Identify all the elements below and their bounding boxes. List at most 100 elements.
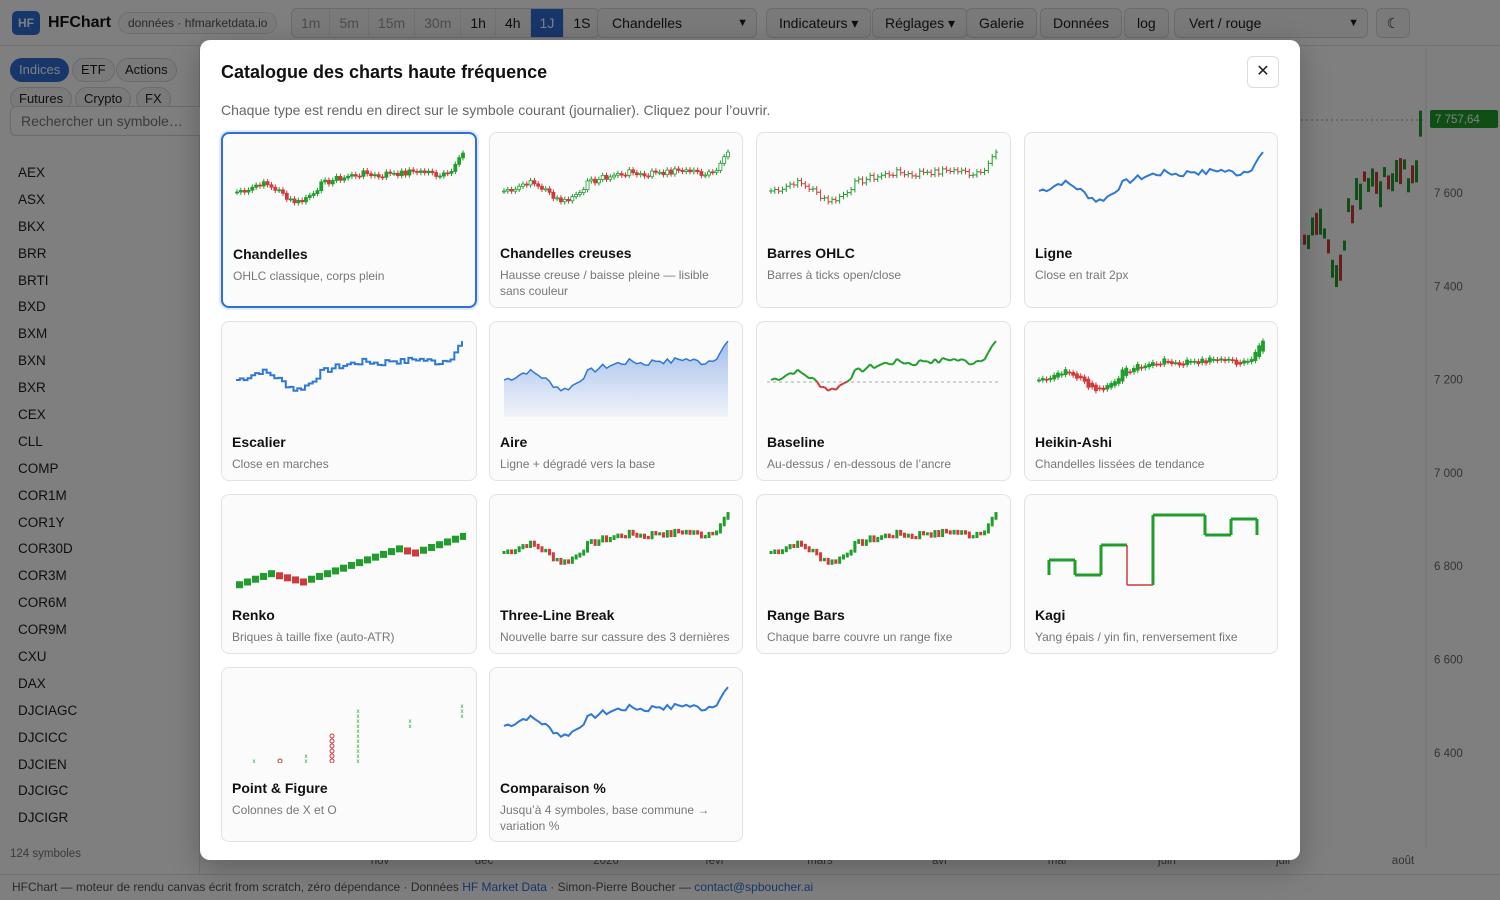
mini-line-segment — [964, 359, 971, 366]
mini-candle — [566, 198, 571, 202]
mini-candle — [1139, 366, 1144, 369]
mini-bar — [986, 523, 990, 534]
mini-candle — [1257, 345, 1262, 357]
mini-candle — [722, 156, 727, 164]
mini-candle — [353, 174, 358, 177]
mini-candle — [619, 173, 624, 176]
mini-line-segment — [781, 374, 787, 379]
mini-bar — [864, 539, 868, 546]
mini-candle — [418, 170, 423, 173]
chart-type-card-renko[interactable]: Renko Briques à taille fixe (auto-ATR) — [221, 494, 477, 654]
card-preview-hollow — [502, 149, 730, 205]
mini-bar — [948, 530, 952, 535]
pnf-x-mark: x — [357, 724, 360, 730]
mini-candle — [307, 195, 312, 198]
renko-brick — [420, 546, 427, 554]
mini-line-segment — [858, 367, 864, 373]
close-button[interactable]: ✕ — [1247, 56, 1279, 88]
mini-candle — [551, 191, 556, 199]
card-preview-compare — [503, 686, 729, 739]
mini-bar — [784, 546, 788, 553]
mini-candle — [238, 190, 243, 193]
mini-candle — [1059, 373, 1064, 376]
mini-candle — [578, 192, 582, 195]
mini-candle — [1192, 360, 1197, 363]
mini-candle — [1052, 374, 1057, 380]
mini-step-line — [236, 341, 463, 392]
mini-bar — [838, 556, 842, 564]
mini-candle — [680, 169, 685, 172]
mini-bar — [872, 535, 876, 543]
mini-candle — [1101, 387, 1106, 391]
chart-type-card-line[interactable]: Ligne Close en trait 2px — [1024, 132, 1278, 308]
chart-type-card-area[interactable]: Aire Ligne + dégradé vers la base — [489, 321, 743, 481]
card-description: Au-dessus / en-dessous de l’ancre — [767, 457, 952, 471]
mini-candle — [570, 196, 575, 202]
mini-bar — [971, 535, 975, 539]
mini-candle — [441, 172, 446, 177]
card-preview-candles — [235, 150, 465, 206]
mini-candle — [1249, 359, 1254, 363]
chart-type-card-hollow[interactable]: Chandelles creuses Hausse creuse / baisse… — [489, 132, 743, 308]
mini-line — [1038, 151, 1264, 204]
chart-type-card-step[interactable]: Escalier Close en marches — [221, 321, 477, 481]
mini-candle — [634, 172, 639, 176]
chart-type-card-baseline[interactable]: Baseline Au-dessus / en-dessous de l’ancr… — [756, 321, 1011, 481]
chart-type-card-kagi[interactable]: Kagi Yang épais / yin fin, renversement f… — [1024, 494, 1278, 654]
mini-bar — [642, 533, 646, 539]
mini-line-segment — [972, 360, 978, 365]
renko-brick — [452, 535, 459, 543]
card-preview-renko — [236, 532, 466, 589]
chart-type-card-ohlc[interactable]: Barres OHLC Barres à ticks open/close — [756, 132, 1011, 308]
mini-candle — [350, 174, 354, 177]
mini-candle — [334, 175, 339, 181]
mini-candle — [726, 151, 730, 158]
mini-candle — [461, 152, 465, 159]
mini-bar — [673, 528, 677, 538]
mini-bar — [559, 557, 563, 565]
mini-bar — [525, 544, 529, 548]
chart-type-card-candles[interactable]: Chandelles OHLC classique, corps plein — [221, 132, 477, 308]
chart-type-card-heikin[interactable]: Heikin-Ashi Chandelles lissées de tendanc… — [1024, 321, 1278, 481]
mini-bar — [845, 552, 849, 558]
mini-bar — [880, 535, 884, 540]
mini-candle — [426, 170, 431, 174]
card-title: Escalier — [232, 434, 286, 450]
mini-candle — [669, 169, 673, 175]
mini-bar — [960, 530, 964, 535]
mini-candle — [1162, 358, 1167, 365]
chart-type-card-tlb[interactable]: Three-Line Break Nouvelle barre sur cassu… — [489, 494, 743, 654]
mini-bar — [661, 532, 665, 538]
mini-bar — [692, 530, 696, 535]
mini-candle — [574, 194, 579, 197]
chart-type-card-range[interactable]: Range Bars Chaque barre couvre un range f… — [756, 494, 1011, 654]
pnf-x-mark: x — [461, 714, 464, 720]
chart-type-card-compare[interactable]: Comparaison % Jusqu’à 4 symboles, base co… — [489, 667, 743, 842]
mini-candle — [627, 169, 632, 176]
mini-bar — [822, 557, 826, 562]
mini-bar — [715, 530, 719, 536]
mini-candle — [1094, 384, 1098, 392]
card-description: Close en trait 2px — [1035, 268, 1129, 282]
mini-candle — [1097, 387, 1102, 390]
mini-bar — [944, 528, 948, 534]
mini-bar — [807, 546, 811, 553]
pnf-x-mark: x — [357, 754, 360, 760]
mini-candle — [597, 179, 601, 184]
mini-bar — [517, 546, 521, 553]
mini-line-segment — [774, 377, 780, 382]
mini-candle — [445, 172, 450, 175]
chart-type-card-pnf[interactable]: xxxxxxxxxxxxxxxxxxxxxxxxxxxxxx Point & Fi… — [221, 667, 477, 842]
mini-bar — [551, 552, 555, 562]
mini-bar — [983, 530, 987, 536]
renko-brick — [388, 548, 395, 556]
mini-line-segment — [804, 374, 810, 380]
mini-candle — [235, 191, 239, 194]
mini-line-segment — [873, 365, 879, 370]
mini-bar — [502, 551, 506, 555]
renko-brick — [316, 572, 323, 580]
mini-bar — [711, 531, 715, 536]
mini-bar — [906, 533, 910, 538]
mini-candle — [281, 189, 285, 194]
mini-candle — [323, 179, 328, 183]
